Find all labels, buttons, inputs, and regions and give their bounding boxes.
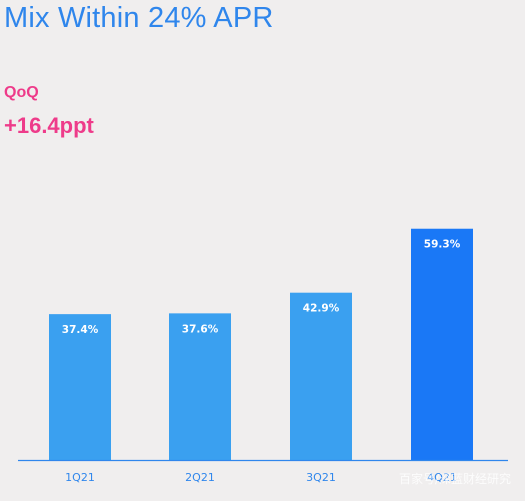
chart-title: Mix Within 24% APR <box>4 2 274 34</box>
qoq-change-value: +16.4ppt <box>4 113 94 138</box>
x-tick-label: 1Q21 <box>65 471 95 484</box>
bar-value-label: 37.6% <box>182 323 219 335</box>
bar-value-label: 37.4% <box>62 324 99 336</box>
watermark: 百家号/深蓝财经研究 <box>398 472 511 486</box>
bar-value-label: 59.3% <box>424 239 461 251</box>
bar-2Q21 <box>169 313 231 460</box>
bar-1Q21 <box>49 314 111 460</box>
x-tick-label: 3Q21 <box>306 471 336 484</box>
bar-3Q21 <box>290 292 352 460</box>
x-tick-label: 2Q21 <box>185 471 215 484</box>
bar-value-label: 42.9% <box>303 303 340 315</box>
qoq-label: QoQ <box>4 84 39 101</box>
bar-4Q21 <box>411 228 473 460</box>
x-tick-label: 4Q21 <box>427 471 457 484</box>
